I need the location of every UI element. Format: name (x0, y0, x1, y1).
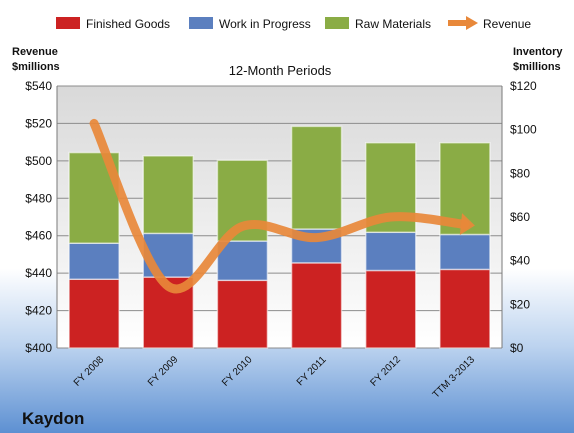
legend-label-finished-goods: Finished Goods (86, 17, 170, 31)
revenue-point (241, 225, 243, 227)
left-tick-label: $420 (25, 304, 52, 318)
legend-swatch-raw-materials (325, 17, 349, 29)
left-axis-label-line2: $millions (12, 61, 60, 73)
bar-work-in-progress (365, 231, 417, 272)
gridlines (56, 85, 503, 349)
bar-raw-materials (142, 155, 194, 235)
bar-work-in-progress (439, 233, 491, 271)
revenue-point (167, 285, 169, 287)
left-tick-label: $460 (25, 229, 52, 243)
left-tick-label: $440 (25, 266, 52, 280)
chart-title: 12-Month Periods (229, 63, 332, 78)
bar-finished-goods (439, 268, 491, 349)
left-tick-label: $500 (25, 154, 52, 168)
legend-swatch-work-in-progress (189, 17, 213, 29)
bar-work-in-progress (68, 242, 120, 280)
left-axis-label-line1: Revenue (12, 46, 58, 58)
left-tick-label: $520 (25, 116, 52, 130)
bars (68, 125, 491, 349)
right-axis-label-line1: Inventory (513, 46, 563, 58)
bar-finished-goods (290, 262, 343, 349)
right-tick-label: $120 (510, 79, 537, 93)
bar-raw-materials (290, 125, 343, 230)
legend-label-revenue: Revenue (483, 17, 531, 31)
bar-work-in-progress (216, 240, 269, 282)
company-name: Kaydon (22, 409, 84, 428)
right-tick-label: $100 (510, 123, 537, 137)
right-tick-label: $20 (510, 297, 530, 311)
revenue-point (93, 122, 95, 124)
bar-finished-goods (68, 278, 120, 349)
revenue-line-layer (89, 118, 475, 294)
revenue-point (390, 216, 392, 218)
legend-swatch-finished-goods (56, 17, 80, 29)
left-tick-label: $540 (25, 79, 52, 93)
right-axis-label-line2: $millions (513, 61, 561, 73)
legend-swatch-revenue (448, 16, 478, 30)
right-tick-label: $40 (510, 254, 530, 268)
bar-finished-goods (365, 269, 417, 349)
right-tick-label: $60 (510, 210, 530, 224)
revenue-point (316, 237, 318, 239)
legend: Finished Goods Work in Progress Raw Mate… (56, 16, 531, 31)
right-tick-label: $0 (510, 341, 524, 355)
revenue-line-arrowhead (459, 213, 475, 236)
right-tick-label: $80 (510, 166, 530, 180)
bar-finished-goods (216, 279, 269, 349)
legend-label-work-in-progress: Work in Progress (219, 17, 311, 31)
left-tick-label: $480 (25, 191, 52, 205)
left-tick-label: $400 (25, 341, 52, 355)
legend-label-raw-materials: Raw Materials (355, 17, 431, 31)
revenue-point (464, 223, 466, 225)
